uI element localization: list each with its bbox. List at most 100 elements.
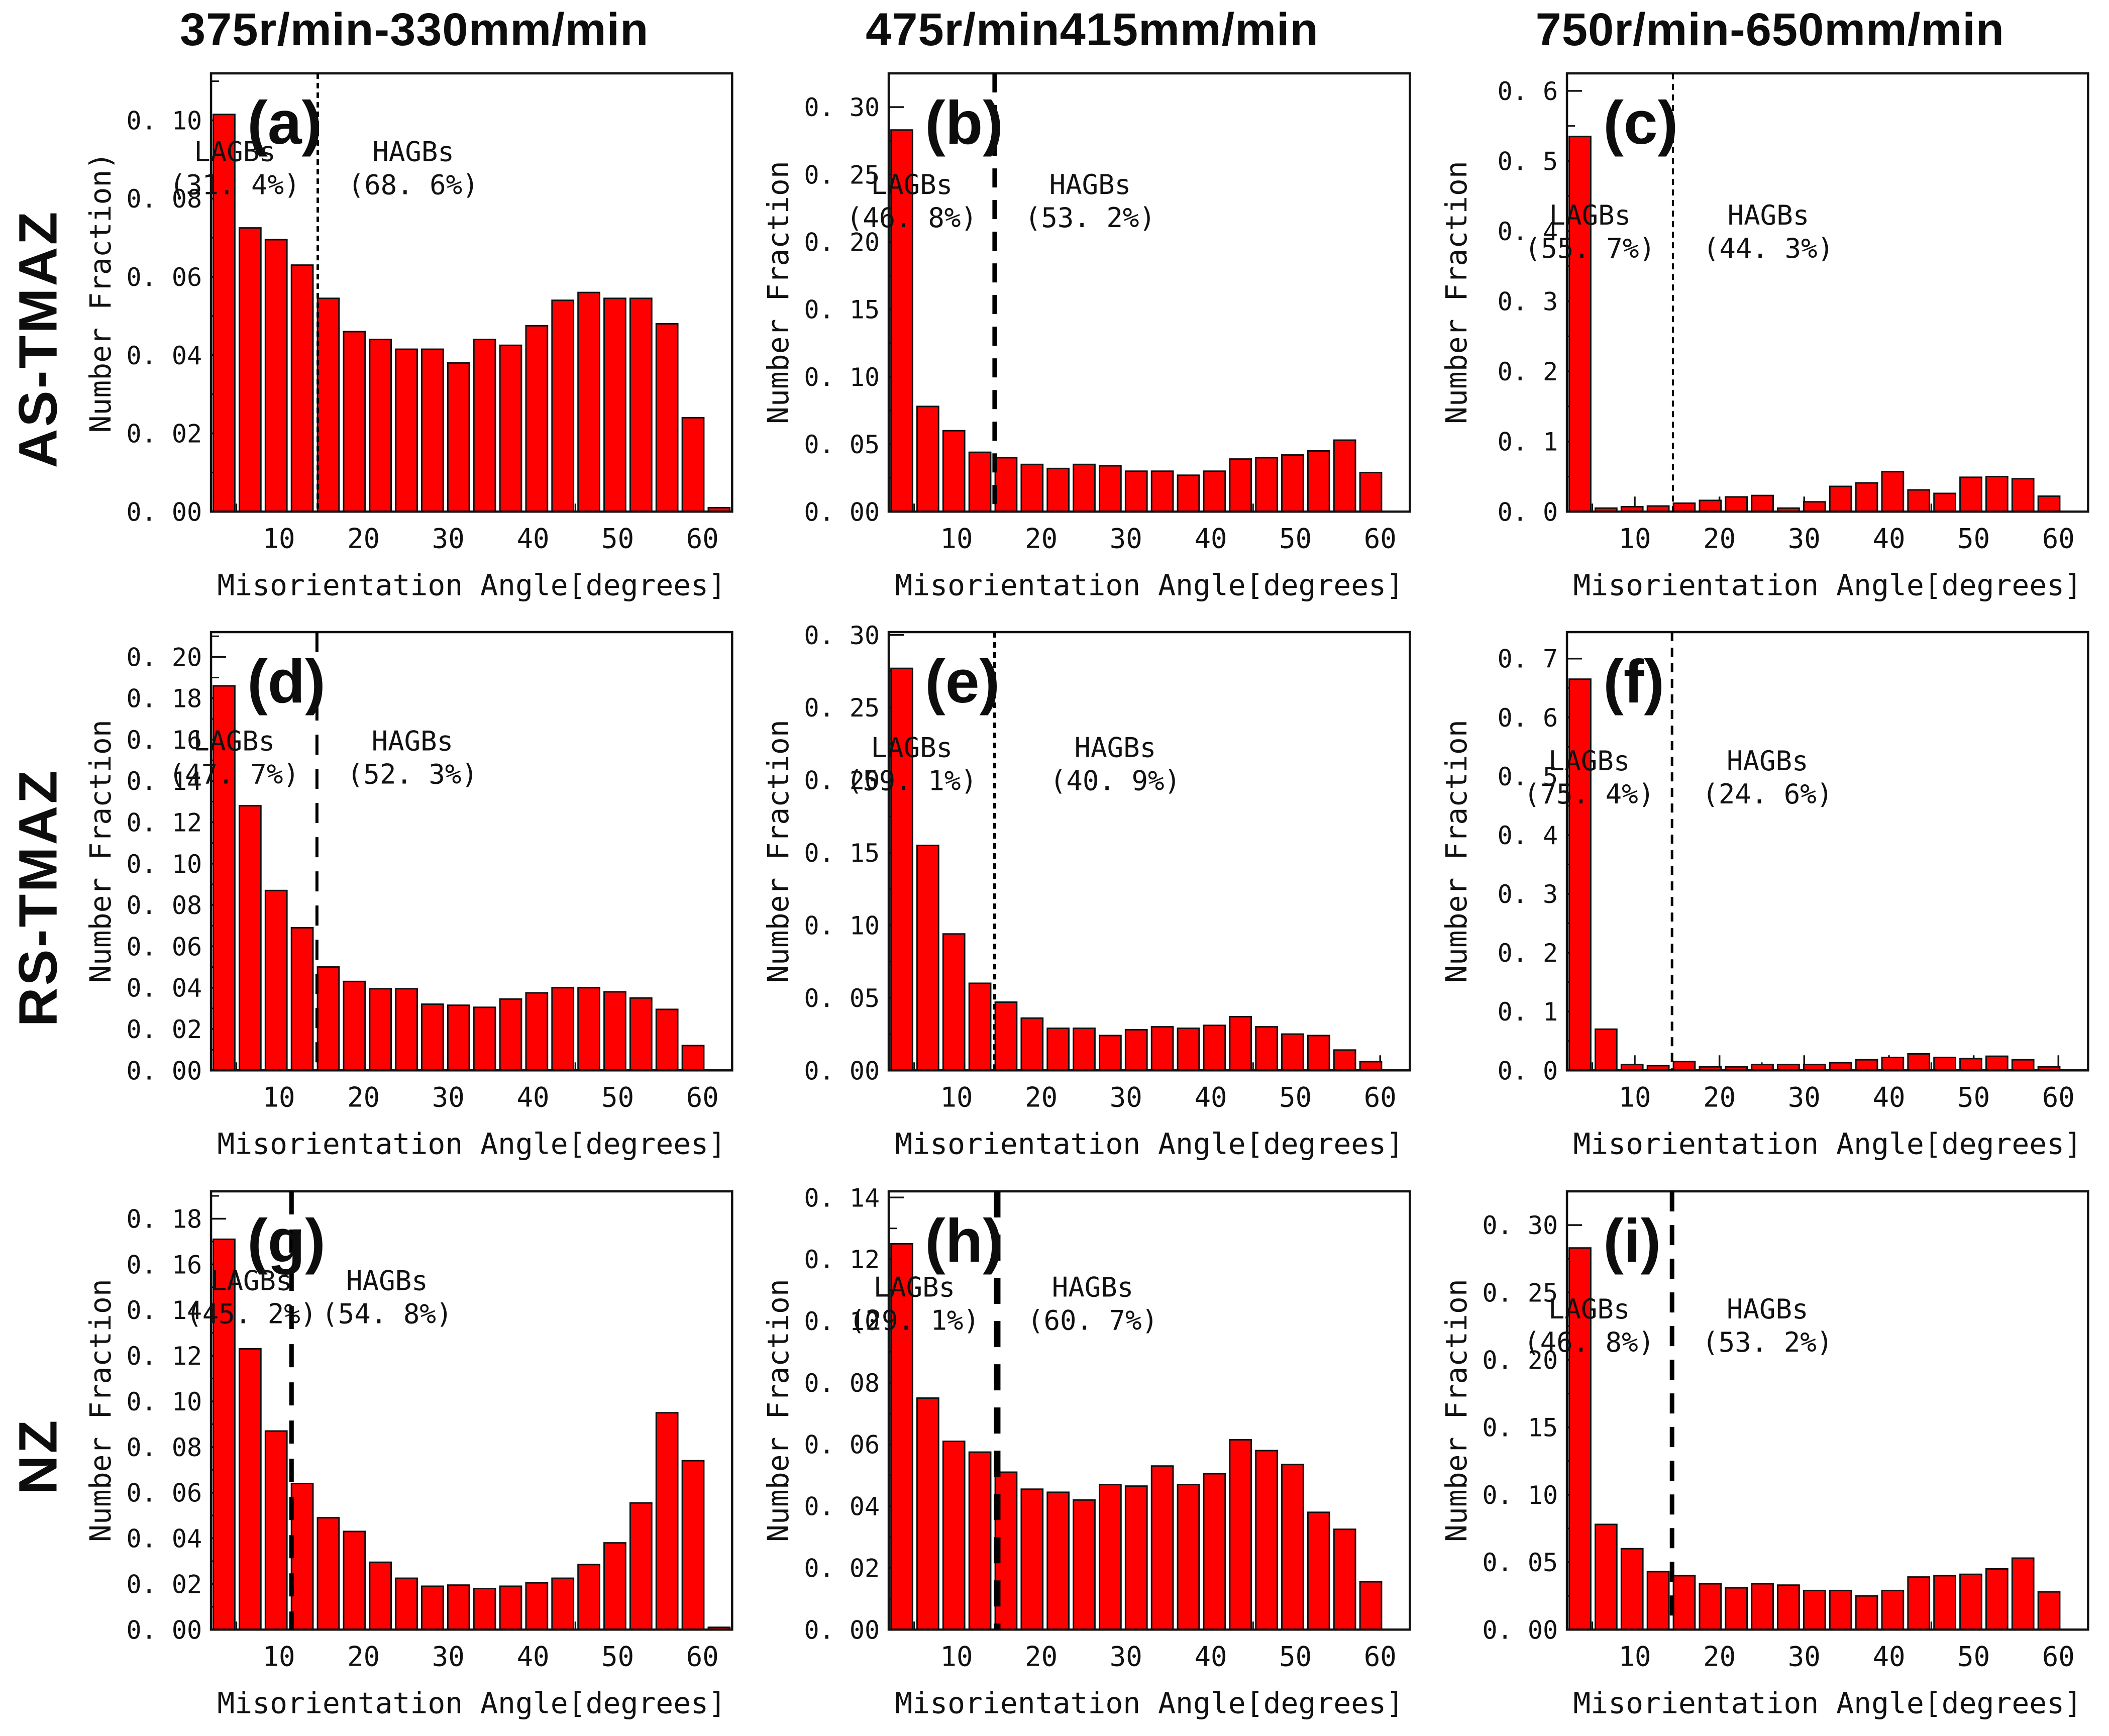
bar: [421, 348, 444, 513]
bar: [1699, 1583, 1722, 1630]
bar: [421, 1003, 444, 1072]
x-tick-label: 60: [1364, 1641, 1397, 1672]
panel-g: 0. 00 0. 02 0. 04 0. 06 0. 08 0. 10 0. 12 0. 14…: [75, 1177, 753, 1736]
x-tick-label: 50: [1279, 523, 1312, 554]
hagbs-label: HAGBs: [1727, 745, 1809, 777]
bar: [1594, 1523, 1618, 1630]
bar: [577, 1563, 600, 1630]
x-tick-label: 30: [1787, 523, 1820, 554]
x-tick-label: 50: [1279, 1641, 1312, 1672]
y-tick-label: 0. 0: [1497, 1057, 1557, 1086]
row-label-nz: NZ: [0, 1177, 75, 1736]
y-tick-label: 0. 00: [127, 497, 202, 527]
y-tick-label: 0. 18: [127, 1204, 202, 1234]
chart-b: 0. 00 0. 05 0. 10 0. 15 0. 20 0. 25 0. 30 10 20 3…: [761, 72, 1411, 602]
plot-frame: [209, 1190, 733, 1631]
chart-h: 0. 00 0. 02 0. 04 0. 06 0. 08 0. 10 0. 12 0. 14…: [761, 1183, 1411, 1720]
hagbs-label: HAGBs: [1075, 732, 1156, 764]
bar: [1307, 1035, 1331, 1072]
panel-i: 0. 00 0. 05 0. 10 0. 15 0. 20 0. 25 0. 30 10 20 3…: [1431, 1177, 2109, 1736]
y-tick-label: 0. 05: [1482, 1548, 1558, 1577]
bar: [1020, 463, 1044, 513]
y-tick-label: 0. 20: [804, 228, 880, 257]
bar: [916, 1397, 940, 1630]
bar: [1907, 489, 1930, 513]
bar: [395, 988, 418, 1072]
lagbs-percent: (29. 1%): [849, 1304, 980, 1336]
y-tick-label: 0. 00: [1482, 1615, 1558, 1645]
bar: [1829, 1589, 1852, 1630]
y-tick-label: 0. 08: [804, 1369, 880, 1398]
x-tick-label: 40: [516, 1082, 549, 1113]
bar: [1281, 454, 1305, 513]
x-tick-label: 40: [1195, 1082, 1227, 1113]
bar: [681, 1045, 705, 1072]
x-axis-label: Misorientation Angle[degrees]: [895, 1127, 1404, 1161]
bar: [1724, 1587, 1748, 1630]
y-tick-label: 0. 04: [804, 1492, 880, 1521]
bar: [629, 297, 653, 513]
bar: [1151, 1026, 1174, 1072]
hagbs-percent: (53. 2%): [1025, 202, 1155, 234]
bar: [916, 405, 940, 513]
bar: [1907, 1053, 1930, 1072]
y-tick-label: 0. 5: [1497, 147, 1557, 176]
y-tick-label: 0. 02: [804, 1554, 880, 1583]
bar: [1229, 1439, 1252, 1630]
hagbs-percent: (60. 7%): [1027, 1304, 1158, 1336]
bar: [551, 987, 575, 1072]
plot-frame: [888, 631, 1411, 1072]
bar: [213, 685, 236, 1072]
bar: [1985, 475, 2009, 513]
lagbs-percent: (75. 4%): [1524, 778, 1654, 810]
y-tick-label: 0. 6: [1497, 703, 1557, 733]
bar: [421, 1585, 444, 1630]
bar: [499, 344, 522, 513]
y-axis-label: Number Fraction: [761, 1279, 795, 1542]
bar: [969, 451, 992, 513]
y-tick-label: 0. 15: [1482, 1413, 1558, 1442]
bar: [994, 457, 1018, 513]
bar: [1933, 492, 1956, 513]
y-tick-label: 0. 30: [804, 621, 880, 650]
lagbs-percent: (31. 4%): [169, 169, 300, 200]
bar: [2037, 495, 2061, 513]
bar: [1333, 439, 1356, 513]
lagbs-percent: (45. 2%): [186, 1298, 317, 1330]
bar: [942, 1440, 966, 1630]
y-tick-label: 0. 7: [1497, 645, 1557, 674]
y-tick-label: 0. 4: [1497, 821, 1557, 850]
bar: [369, 1561, 392, 1630]
x-tick-label: 20: [1703, 523, 1736, 554]
y-tick-label: 0. 1: [1497, 428, 1557, 457]
y-tick-label: 0. 20: [127, 643, 202, 672]
y-tick-label: 0. 20: [1482, 1346, 1558, 1375]
panel-b: 0. 00 0. 05 0. 10 0. 15 0. 20 0. 25 0. 30 10 20 3…: [753, 59, 1431, 618]
bar: [942, 933, 966, 1072]
x-axis-label: Misorientation Angle[degrees]: [217, 1686, 726, 1720]
x-tick-label: 30: [432, 523, 465, 554]
lagbs-label: LAGBs: [194, 136, 276, 167]
y-tick-label: 0. 14: [127, 1296, 202, 1325]
bar: [1046, 467, 1070, 513]
bar: [1594, 1029, 1618, 1072]
y-axis-label: Number Fraction: [761, 161, 795, 424]
bar: [1359, 471, 1383, 513]
bar: [1568, 678, 1592, 1072]
hagbs-percent: (40. 9%): [1050, 765, 1181, 797]
bar: [1177, 1028, 1200, 1072]
bar: [1959, 1058, 1982, 1072]
y-tick-label: 0. 1: [1497, 998, 1557, 1027]
x-tick-label: 10: [262, 1082, 295, 1113]
bar: [655, 323, 679, 513]
y-tick-label: 0. 5: [1497, 762, 1557, 791]
bar: [1959, 476, 1982, 513]
bar: [681, 417, 705, 513]
bar: [681, 1460, 705, 1630]
bar: [1177, 1483, 1200, 1630]
bar: [238, 227, 262, 513]
y-tick-label: 0. 00: [804, 497, 880, 527]
bar: [395, 1577, 418, 1630]
x-tick-label: 60: [686, 523, 719, 554]
x-tick-label: 60: [1364, 1082, 1397, 1113]
